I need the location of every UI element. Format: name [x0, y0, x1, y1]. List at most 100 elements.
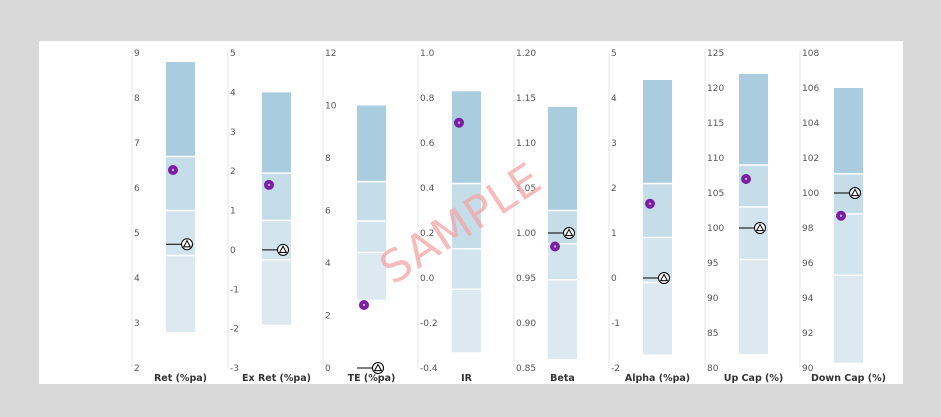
benchmark-triangle-icon	[755, 223, 765, 232]
range-top-quartile	[739, 74, 768, 165]
tick-label: 1	[230, 207, 236, 217]
range-bottom-quartile	[357, 252, 386, 300]
fund-marker-center	[744, 177, 748, 181]
tick-label: 106	[802, 84, 819, 94]
tick-label: 1.0	[420, 49, 435, 59]
metric-panel: 90 92 94 96 98 100 102 104 106 108 Down Cap (%)	[799, 49, 886, 384]
metric-label: Alpha (%pa)	[625, 373, 690, 384]
metric-panel: -0.4 -0.2 0.0 0.2 0.4 0.6 0.8 1.0 IR	[417, 49, 481, 384]
tick-label: 4	[325, 259, 331, 269]
tick-label: 3	[230, 128, 236, 138]
metric-panel: -3 -2 -1 0 1 2 3 4 5 Ex Ret (%pa)	[227, 49, 311, 384]
range-lower-mid-quartile	[357, 221, 386, 253]
tick-label: 4	[134, 274, 140, 284]
tick-label: 0.85	[516, 364, 536, 374]
tick-label: 12	[325, 49, 336, 59]
range-top-quartile	[357, 105, 386, 182]
tick-label: 9	[134, 49, 140, 59]
tick-label: 10	[325, 102, 337, 112]
tick-label: 5	[230, 49, 236, 59]
tick-label: 92	[802, 329, 813, 339]
tick-label: 5	[611, 49, 617, 59]
tick-label: 8	[134, 94, 140, 104]
tick-label: 105	[707, 189, 724, 199]
tick-label: 98	[802, 224, 814, 234]
tick-label: 0.6	[420, 139, 435, 149]
tick-label: 0.2	[420, 229, 434, 239]
tick-label: 95	[707, 259, 718, 269]
tick-label: 1.05	[516, 184, 536, 194]
tick-label: 104	[802, 119, 819, 129]
tick-label: 1.15	[516, 94, 536, 104]
range-bottom-quartile	[452, 289, 481, 353]
tick-label: 102	[802, 154, 819, 164]
tick-label: 120	[707, 84, 724, 94]
tick-label: -0.4	[420, 364, 438, 374]
tick-label: 115	[707, 119, 724, 129]
tick-label: 0.90	[516, 319, 536, 329]
metric-panel: 0.85 0.90 0.95 1.00 1.05 1.10 1.15 1.20 Beta	[513, 49, 577, 384]
tick-label: 90	[707, 294, 719, 304]
tick-label: 96	[802, 259, 814, 269]
range-bottom-quartile	[548, 279, 577, 359]
tick-label: -2	[230, 325, 239, 335]
tick-label: -1	[611, 319, 620, 329]
benchmark-triangle-icon	[850, 188, 860, 197]
tick-label: 80	[707, 364, 719, 374]
range-upper-mid-quartile	[262, 173, 291, 221]
tick-label: 110	[707, 154, 724, 164]
tick-label: 0.4	[420, 184, 435, 194]
fund-marker-center	[839, 214, 843, 217]
range-lower-mid-quartile	[834, 214, 863, 276]
tick-label: 1.20	[516, 49, 536, 59]
metric-label: Beta	[550, 373, 575, 384]
tick-label: 6	[134, 184, 140, 194]
tick-label: -0.2	[420, 319, 438, 329]
tick-label: 90	[802, 364, 814, 374]
metric-label: Down Cap (%)	[811, 373, 886, 384]
tick-label: -2	[611, 364, 620, 374]
fund-marker-center	[267, 183, 271, 187]
range-upper-mid-quartile	[643, 183, 672, 238]
metric-panel: 2 3 4 5 6 7 8 9 Ret (%pa)	[131, 49, 207, 384]
tick-label: 0.0	[420, 274, 435, 284]
chart-panel: 2 3 4 5 6 7 8 9 Ret (%pa) -3 -2 -1 0 1 2 3 4 5 Ex Ret (%pa…	[39, 41, 903, 384]
tick-label: 94	[802, 294, 814, 304]
range-upper-mid-quartile	[452, 183, 481, 249]
metric-label: Ret (%pa)	[154, 373, 207, 384]
range-upper-mid-quartile	[548, 210, 577, 244]
range-bottom-quartile	[166, 255, 195, 332]
tick-label: 108	[802, 49, 819, 59]
range-top-quartile	[548, 107, 577, 211]
tick-label: 2	[230, 167, 236, 177]
tick-label: 2	[611, 184, 617, 194]
metric-panel: 0 2 4 6 8 10 12 TE (%pa)	[322, 49, 395, 384]
range-bottom-quartile	[739, 259, 768, 354]
tick-label: 5	[134, 229, 140, 239]
benchmark-triangle-icon	[182, 239, 192, 248]
tick-label: 0	[325, 364, 331, 374]
range-upper-mid-quartile	[739, 165, 768, 207]
tick-label: 3	[134, 319, 140, 329]
range-lower-mid-quartile	[739, 207, 768, 260]
tick-label: 3	[611, 139, 617, 149]
fund-marker-center	[171, 168, 175, 172]
tick-label: 2	[134, 364, 140, 374]
tick-label: 0.8	[420, 94, 435, 104]
tick-label: 4	[611, 94, 617, 104]
tick-label: 100	[707, 224, 724, 234]
fund-marker-center	[457, 121, 461, 124]
tick-label: 6	[325, 207, 331, 217]
range-upper-mid-quartile	[357, 181, 386, 221]
metric-panel: 80 85 90 95 100 105 110 115 120 125 Up Cap (%)	[704, 49, 784, 384]
range-bottom-quartile	[834, 275, 863, 363]
tick-label: -1	[230, 285, 239, 295]
range-top-quartile	[834, 88, 863, 174]
tick-label: 7	[134, 139, 140, 149]
metric-label: Up Cap (%)	[724, 373, 784, 384]
fund-marker-center	[362, 303, 366, 307]
tick-label: 125	[707, 49, 724, 59]
tick-label: 100	[802, 189, 819, 199]
tick-label: 1	[611, 229, 617, 239]
